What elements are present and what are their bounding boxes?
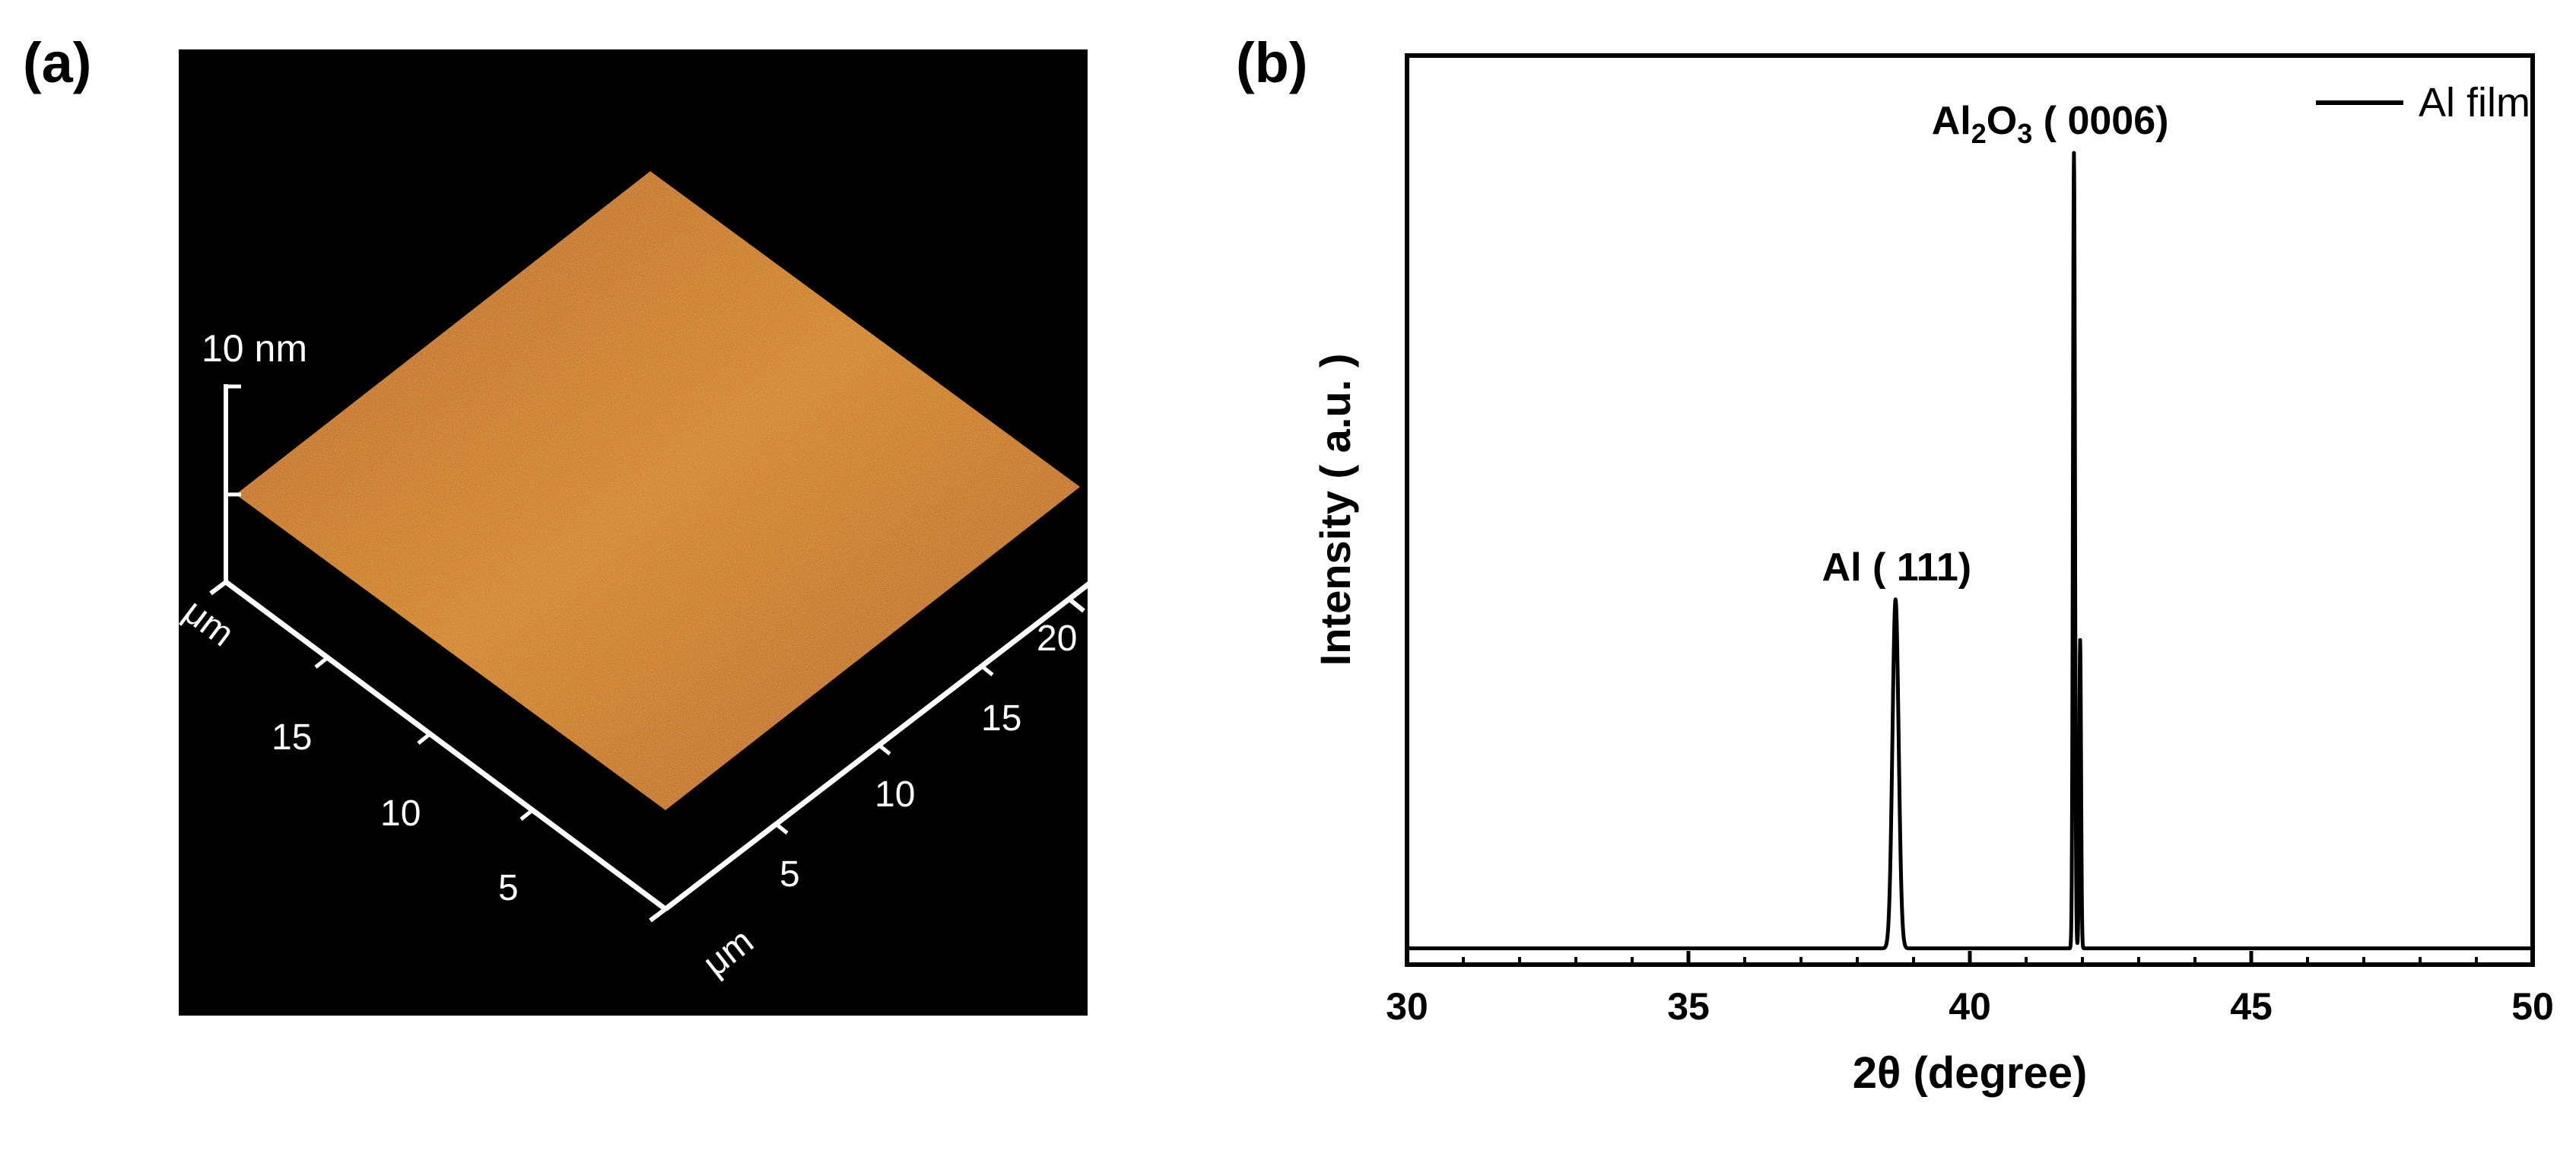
annotation-al2o3-sub-3: 3 bbox=[2017, 118, 2032, 149]
annotation-al2o3-part-al: Al bbox=[1932, 99, 1971, 143]
annotation-al2o3-tail: ( 0006) bbox=[2032, 99, 2168, 143]
series-line-al-film bbox=[1405, 151, 2535, 951]
x-tick-label-30: 30 bbox=[1386, 985, 1428, 1028]
annotation-al-111: Al ( 111) bbox=[1822, 545, 1972, 590]
afm-right-axis-tick-5 bbox=[774, 822, 789, 835]
annotation-al2o3-0006: Al2O3 ( 0006) bbox=[1932, 99, 2169, 149]
afm-left-axis-tick-5 bbox=[519, 809, 534, 821]
x-axis-ticks bbox=[1405, 951, 2535, 965]
plot-frame bbox=[1405, 53, 2535, 967]
panel-label-a: (a) bbox=[23, 31, 92, 94]
afm-left-axis-tick-0 bbox=[209, 580, 227, 596]
afm-left-axis bbox=[224, 580, 668, 911]
afm-left-axis-tick-10 bbox=[417, 733, 431, 745]
afm-right-axis-tick-15 bbox=[980, 664, 994, 676]
afm-right-tick-label-15: 15 bbox=[981, 698, 1021, 739]
panel-label-b: (b) bbox=[1236, 31, 1308, 94]
afm-figure: 10 nm μm 15 10 5 μm 5 10 15 20 bbox=[176, 49, 1094, 1016]
annotation-al2o3-sub-2: 2 bbox=[1971, 118, 1987, 149]
x-axis-label: 2θ (degree) bbox=[1853, 1048, 2088, 1098]
annotation-al2o3-part-o: O bbox=[1987, 99, 2017, 143]
xrd-chart: 30 35 40 45 50 2θ (degree) Intensity ( a.u. … bbox=[1311, 53, 2554, 1098]
afm-right-axis-tick-20 bbox=[1067, 596, 1085, 613]
afm-left-tick-label-5: 5 bbox=[498, 868, 519, 908]
afm-right-tick-label-5: 5 bbox=[780, 854, 800, 895]
afm-left-tick-label-10: 10 bbox=[380, 793, 421, 834]
afm-z-scale-label: 10 nm bbox=[202, 327, 307, 370]
afm-left-axis-tick-15 bbox=[314, 657, 329, 669]
legend-label-al-film: Al film bbox=[2419, 80, 2530, 126]
x-axis-tick-labels: 30 35 40 45 50 bbox=[1386, 985, 2554, 1028]
x-tick-label-50: 50 bbox=[2511, 985, 2554, 1028]
afm-surface bbox=[236, 171, 1080, 810]
afm-left-axis-end-cap bbox=[649, 907, 667, 923]
afm-image-panel: 10 nm μm 15 10 5 μm 5 10 15 20 bbox=[176, 49, 1094, 1016]
x-tick-label-40: 40 bbox=[1949, 985, 1991, 1028]
afm-right-axis-tick-10 bbox=[877, 743, 891, 755]
afm-right-tick-label-20: 20 bbox=[1037, 618, 1077, 659]
xrd-chart-panel: 30 35 40 45 50 2θ (degree) Intensity ( a.u. … bbox=[1293, 23, 2576, 1147]
y-axis-label: Intensity ( a.u. ) bbox=[1311, 354, 1359, 666]
afm-left-tick-label-15: 15 bbox=[272, 717, 312, 758]
x-tick-label-45: 45 bbox=[2230, 985, 2273, 1028]
afm-right-tick-label-10: 10 bbox=[875, 774, 915, 815]
x-tick-label-35: 35 bbox=[1667, 985, 1710, 1028]
